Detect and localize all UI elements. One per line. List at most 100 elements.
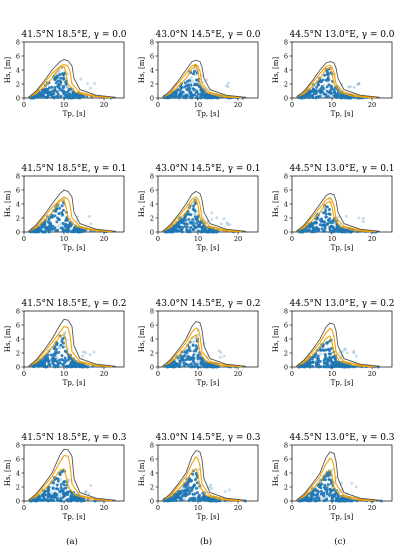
contour-middle bbox=[295, 64, 377, 99]
data-point bbox=[87, 215, 91, 219]
data-point bbox=[44, 226, 48, 230]
data-point bbox=[318, 90, 322, 94]
data-point bbox=[325, 357, 329, 361]
x-tick-label: 10 bbox=[328, 504, 336, 512]
x-tick-label: 0 bbox=[290, 370, 294, 378]
data-point bbox=[57, 218, 61, 222]
data-point bbox=[182, 364, 186, 368]
y-tick-label: 6 bbox=[284, 321, 288, 329]
y-tick-label: 6 bbox=[284, 455, 288, 463]
data-point bbox=[51, 498, 55, 502]
contour-inner bbox=[295, 67, 377, 99]
x-tick-label: 0 bbox=[22, 235, 26, 243]
data-point bbox=[196, 365, 200, 369]
data-point bbox=[189, 92, 193, 96]
data-point bbox=[177, 499, 181, 503]
data-point bbox=[332, 90, 336, 94]
data-point bbox=[56, 365, 60, 369]
data-point bbox=[183, 222, 187, 226]
data-point bbox=[182, 493, 186, 497]
y-tick-label: 8 bbox=[150, 307, 154, 315]
data-point bbox=[55, 496, 59, 500]
y-tick-label: 4 bbox=[150, 200, 154, 208]
data-point bbox=[199, 87, 203, 91]
data-point bbox=[319, 80, 323, 84]
data-point bbox=[56, 224, 60, 228]
data-point bbox=[311, 224, 315, 228]
data-point bbox=[309, 499, 313, 503]
data-point bbox=[53, 345, 57, 349]
contour-outer bbox=[27, 189, 117, 233]
x-axis-label: Tp, [s] bbox=[197, 513, 220, 521]
data-point bbox=[73, 227, 77, 231]
data-point bbox=[323, 493, 327, 497]
data-point bbox=[325, 92, 329, 96]
x-tick-label: 0 bbox=[156, 370, 160, 378]
scatter-points bbox=[162, 64, 245, 100]
data-point bbox=[177, 222, 181, 226]
data-point bbox=[186, 79, 190, 83]
data-point bbox=[50, 355, 54, 359]
data-point bbox=[79, 498, 83, 502]
data-point bbox=[304, 498, 308, 502]
data-point bbox=[202, 363, 206, 367]
data-point bbox=[303, 365, 307, 369]
y-tick-label: 6 bbox=[284, 52, 288, 60]
data-point bbox=[191, 79, 195, 83]
data-point bbox=[189, 220, 193, 224]
data-point bbox=[313, 499, 317, 503]
data-point bbox=[195, 362, 199, 366]
y-tick-label: 4 bbox=[16, 469, 20, 477]
data-point bbox=[332, 494, 336, 498]
data-point bbox=[193, 478, 197, 482]
data-point bbox=[46, 353, 50, 357]
data-point bbox=[207, 485, 211, 489]
data-point bbox=[173, 228, 177, 232]
data-point bbox=[83, 491, 87, 495]
data-point bbox=[347, 85, 351, 89]
data-point bbox=[51, 89, 55, 93]
data-point bbox=[47, 86, 51, 90]
data-point bbox=[333, 227, 337, 231]
data-point bbox=[317, 363, 321, 367]
data-point bbox=[54, 85, 58, 89]
data-point bbox=[71, 359, 75, 363]
contour-middle bbox=[27, 454, 113, 502]
data-point bbox=[306, 364, 310, 368]
data-point bbox=[182, 497, 186, 501]
x-tick-label: 0 bbox=[156, 504, 160, 512]
data-point bbox=[69, 87, 73, 91]
data-point bbox=[324, 78, 328, 82]
y-tick-label: 4 bbox=[16, 335, 20, 343]
data-point bbox=[69, 499, 73, 503]
data-point bbox=[60, 354, 64, 358]
data-point bbox=[333, 94, 337, 98]
y-tick-label: 0 bbox=[150, 363, 154, 371]
data-point bbox=[79, 229, 83, 233]
data-point bbox=[47, 488, 51, 492]
y-tick-label: 0 bbox=[150, 497, 154, 505]
data-point bbox=[182, 359, 186, 363]
data-point bbox=[174, 94, 178, 98]
data-point bbox=[215, 230, 219, 234]
data-point bbox=[57, 344, 61, 348]
data-point bbox=[316, 489, 320, 493]
y-tick-label: 8 bbox=[16, 38, 20, 46]
data-point bbox=[50, 358, 54, 362]
y-axis-label: Hs, [m] bbox=[4, 57, 12, 84]
data-point bbox=[172, 224, 176, 228]
data-point bbox=[187, 492, 191, 496]
data-point bbox=[198, 365, 202, 369]
x-tick-label: 10 bbox=[194, 101, 202, 109]
data-point bbox=[332, 499, 336, 503]
data-point bbox=[308, 358, 312, 362]
subplot-title: 41.5°N 18.5°E, γ = 0.2 bbox=[21, 299, 126, 309]
contour-outer bbox=[295, 193, 381, 233]
data-point bbox=[64, 349, 68, 353]
x-tick-label: 20 bbox=[100, 101, 108, 109]
data-point bbox=[64, 229, 68, 233]
data-point bbox=[318, 94, 322, 98]
y-tick-label: 8 bbox=[150, 441, 154, 449]
data-point bbox=[63, 479, 67, 483]
